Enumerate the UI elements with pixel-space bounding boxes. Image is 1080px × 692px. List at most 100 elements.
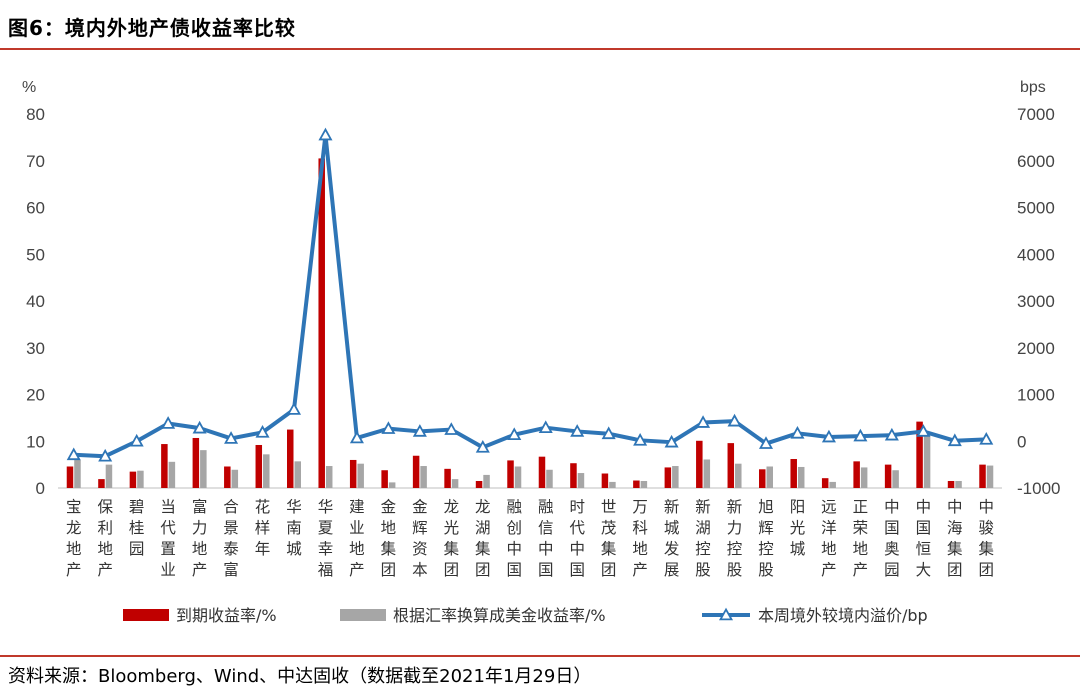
usd-yield-bar xyxy=(672,466,679,488)
usd-yield-bar xyxy=(609,481,616,488)
category-label: 富力地产 xyxy=(192,498,208,579)
premium-point xyxy=(979,432,994,445)
category-label: 旭辉控股 xyxy=(758,498,774,579)
premium-point xyxy=(601,426,616,440)
category-labels: 宝龙地产保利地产碧桂园当代置业富力地产合景泰富花样年华南城华夏幸福建业地产金地集… xyxy=(66,498,994,579)
left-tick-label: 40 xyxy=(26,292,45,311)
premium-point xyxy=(129,433,144,447)
ytm-bar xyxy=(224,466,231,488)
usd-yield-bar xyxy=(640,480,648,488)
premium-point xyxy=(475,439,490,453)
ytm-bar xyxy=(916,421,923,488)
premium-point xyxy=(255,425,270,438)
left-tick-label: 70 xyxy=(26,152,45,171)
legend-swatch-ytm xyxy=(123,609,169,621)
category-label: 花样年 xyxy=(255,498,271,558)
category-label: 中国奥园 xyxy=(884,498,900,579)
category-label: 新湖控股 xyxy=(695,498,711,579)
source-note: 资料来源：Bloomberg、Wind、中达固收（数据截至2021年1月29日） xyxy=(8,666,592,687)
category-label: 当代置业 xyxy=(160,498,176,579)
usd-yield-bar xyxy=(263,454,270,488)
usd-yield-bar xyxy=(388,482,396,488)
usd-yield-bar xyxy=(514,466,522,488)
left-axis-unit: % xyxy=(22,79,36,96)
premium-point xyxy=(916,424,931,437)
usd-yield-bar xyxy=(829,481,836,488)
premium-point xyxy=(633,432,648,446)
category-label: 建业地产 xyxy=(349,498,365,579)
left-tick-label: 50 xyxy=(26,245,45,264)
chart-axes: % bps 0 10 20 30 40 50 60 70 80 -1000 0 1000 2000 3000 4… xyxy=(22,79,1060,498)
ytm-bar xyxy=(255,444,263,488)
premium-point xyxy=(570,424,585,437)
right-tick-label: 3000 xyxy=(1017,292,1055,311)
category-label: 华南城 xyxy=(286,498,302,558)
premium-line-path xyxy=(73,133,987,459)
right-tick-label: 4000 xyxy=(1017,245,1055,264)
ytm-bar xyxy=(318,158,325,488)
ytm-bar xyxy=(381,470,388,488)
usd-yield-bar xyxy=(735,463,742,488)
category-label: 金辉资本 xyxy=(412,498,428,579)
right-tick-label: 5000 xyxy=(1017,199,1055,218)
usd-yield-bar xyxy=(325,466,333,488)
ytm-bar xyxy=(507,460,514,488)
ytm-bar xyxy=(444,468,451,488)
left-tick-label: 80 xyxy=(26,105,45,124)
category-label: 保利地产 xyxy=(97,498,113,579)
premium-point xyxy=(790,425,805,439)
usd-yield-bar xyxy=(74,459,81,488)
usd-yield-bar xyxy=(797,466,805,488)
premium-line xyxy=(66,127,994,462)
yield-comparison-chart: % bps 0 10 20 30 40 50 60 70 80 -1000 0 1000 2000 3000 4… xyxy=(22,79,1060,625)
category-label: 远洋地产 xyxy=(821,498,837,579)
ytm-bar xyxy=(759,469,766,488)
category-label: 新力控股 xyxy=(727,498,743,579)
ytm-bar xyxy=(696,440,703,488)
usd-yield-bar xyxy=(955,480,962,488)
ytm-bar xyxy=(853,461,860,488)
premium-point xyxy=(349,430,364,444)
premium-point xyxy=(853,428,868,442)
premium-point xyxy=(664,434,679,448)
usd-yield-bar xyxy=(137,470,144,488)
ytm-bar xyxy=(633,480,640,488)
premium-point xyxy=(507,427,522,441)
category-label: 时代中国 xyxy=(569,498,585,579)
usd-yield-bar xyxy=(766,466,773,488)
right-tick-label: -1000 xyxy=(1017,479,1060,498)
usd-yield-bar xyxy=(231,469,239,488)
category-label: 阳光城 xyxy=(790,498,806,558)
usd-yield-bar xyxy=(294,461,301,488)
category-label: 龙光集团 xyxy=(444,498,460,579)
category-label: 华夏幸福 xyxy=(318,498,334,579)
category-label: 碧桂园 xyxy=(129,498,145,558)
category-label: 融信中国 xyxy=(538,498,554,579)
ytm-bar xyxy=(98,479,105,488)
legend-label-premium: 本周境外较境内溢价/bp xyxy=(758,606,928,625)
ytm-bar xyxy=(349,459,357,488)
premium-point xyxy=(412,424,427,437)
usd-yield-bar xyxy=(168,461,176,488)
category-label: 龙湖集团 xyxy=(475,498,491,579)
right-axis-unit: bps xyxy=(1020,79,1046,96)
right-tick-label: 1000 xyxy=(1017,386,1055,405)
ytm-bar xyxy=(821,478,829,488)
premium-point xyxy=(224,431,239,444)
category-label: 融创中国 xyxy=(507,498,523,579)
left-tick-label: 20 xyxy=(26,386,45,405)
right-tick-label: 7000 xyxy=(1017,105,1055,124)
left-tick-label: 60 xyxy=(26,199,45,218)
category-label: 正荣地产 xyxy=(853,498,869,579)
premium-point xyxy=(538,420,553,433)
ytm-bar xyxy=(412,455,420,488)
usd-yield-bar xyxy=(986,465,994,488)
right-tick-label: 0 xyxy=(1017,432,1026,451)
premium-point xyxy=(444,422,459,435)
premium-point xyxy=(192,420,207,434)
legend-label-ytm: 到期收益率/% xyxy=(176,606,277,625)
ytm-bar xyxy=(979,464,986,488)
usd-yield-bar xyxy=(420,466,427,488)
premium-point xyxy=(66,447,81,461)
ytm-bar xyxy=(66,466,74,488)
